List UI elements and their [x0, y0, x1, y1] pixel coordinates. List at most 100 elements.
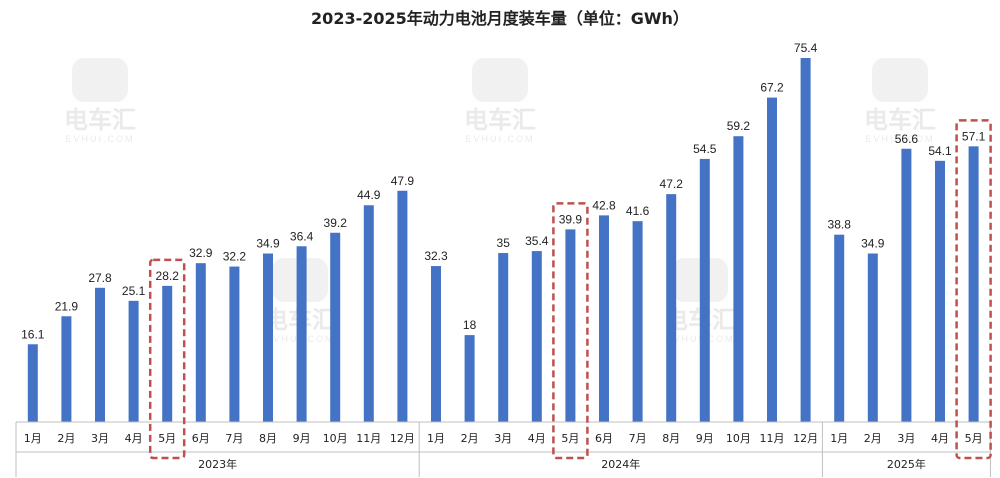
- highlight-box: [148, 258, 186, 460]
- value-label: 56.6: [895, 132, 919, 146]
- category-label: 11月: [356, 432, 381, 445]
- value-label: 35.4: [525, 234, 549, 248]
- category-label: 2月: [864, 432, 882, 445]
- category-label: 5月: [561, 432, 579, 445]
- bar: [935, 160, 945, 423]
- chart-title: 2023-2025年动力电池月度装车量（单位：GWh）: [311, 9, 689, 28]
- value-label: 47.9: [391, 174, 415, 188]
- watermark-sub: EVHUI.COM: [65, 134, 134, 144]
- value-label: 36.4: [290, 229, 314, 243]
- bar: [162, 285, 173, 422]
- category-label: 12月: [390, 432, 415, 445]
- value-label: 39.9: [559, 212, 583, 226]
- bar: [128, 300, 139, 422]
- value-label: 32.9: [189, 246, 213, 260]
- bar: [867, 253, 878, 422]
- watermark-text: 电车汇: [864, 106, 936, 134]
- year-label: 2025年: [887, 457, 926, 471]
- highlight-boxes: [148, 119, 992, 460]
- value-label: 32.2: [223, 250, 247, 264]
- value-label: 47.2: [660, 177, 684, 191]
- category-label: 7月: [225, 432, 243, 445]
- category-label: 10月: [726, 432, 751, 445]
- category-label: 5月: [158, 432, 176, 445]
- value-label: 27.8: [88, 271, 112, 285]
- watermark-text: 电车汇: [464, 106, 536, 134]
- bar: [531, 251, 542, 422]
- value-label: 28.2: [156, 269, 180, 283]
- bar: [263, 253, 273, 422]
- value-label: 75.4: [794, 41, 818, 55]
- bar: [968, 146, 979, 422]
- category-label: 3月: [91, 432, 109, 445]
- watermark-sub: EVHUI.COM: [665, 334, 734, 344]
- category-label: 7月: [629, 432, 647, 445]
- value-label: 21.9: [55, 299, 79, 313]
- category-label: 1月: [24, 432, 42, 445]
- category-label: 5月: [965, 432, 983, 445]
- year-label: 2024年: [601, 457, 640, 471]
- category-label: 6月: [595, 432, 613, 445]
- bar: [498, 253, 509, 422]
- watermark-sub: EVHUI.COM: [465, 134, 534, 144]
- watermark-text: 电车汇: [64, 106, 136, 134]
- value-label: 34.9: [256, 237, 280, 251]
- bar: [767, 97, 777, 422]
- value-label: 44.9: [357, 188, 381, 202]
- category-label: 11月: [760, 432, 785, 445]
- category-label: 2月: [461, 432, 479, 445]
- category-label: 6月: [192, 432, 210, 445]
- bar: [699, 158, 710, 422]
- watermark-sub: EVHUI.COM: [865, 134, 934, 144]
- bar: [296, 246, 307, 422]
- bar: [229, 266, 240, 422]
- bar: [61, 316, 72, 422]
- year-label: 2023年: [198, 457, 237, 471]
- value-label: 32.3: [424, 249, 448, 263]
- bars: [27, 58, 979, 423]
- category-label: 8月: [259, 432, 277, 445]
- category-label: 2月: [57, 432, 75, 445]
- value-label: 35: [497, 236, 511, 250]
- value-label: 18: [463, 318, 477, 332]
- category-label: 3月: [897, 432, 915, 445]
- category-label: 4月: [931, 432, 949, 445]
- category-label: 1月: [427, 432, 445, 445]
- value-label: 42.8: [592, 198, 616, 212]
- bar: [733, 136, 744, 422]
- value-label: 54.1: [928, 144, 952, 158]
- value-label: 41.6: [626, 204, 650, 218]
- bar: [397, 190, 408, 422]
- value-label: 16.1: [21, 327, 45, 341]
- value-label: 67.2: [760, 81, 784, 95]
- bar: [195, 263, 206, 422]
- category-label: 9月: [293, 432, 311, 445]
- highlight-box: [552, 202, 589, 460]
- category-label: 12月: [793, 432, 818, 445]
- value-label: 39.2: [324, 216, 348, 230]
- value-label: 57.1: [962, 129, 986, 143]
- bar: [27, 344, 38, 422]
- category-label: 3月: [494, 432, 512, 445]
- category-label: 9月: [696, 432, 714, 445]
- category-label: 1月: [830, 432, 848, 445]
- bar: [330, 232, 341, 422]
- watermark-logo-icon: [872, 58, 928, 102]
- value-label: 25.1: [122, 284, 146, 298]
- value-label: 59.2: [727, 119, 751, 133]
- category-label: 10月: [323, 432, 348, 445]
- bar: [565, 229, 576, 422]
- category-label: 4月: [528, 432, 546, 445]
- value-label: 54.5: [693, 142, 717, 156]
- bar: [363, 205, 374, 422]
- bar: [800, 58, 811, 422]
- bar: [431, 266, 441, 422]
- bar: [464, 335, 475, 422]
- bar: [632, 221, 643, 422]
- value-label: 38.8: [828, 218, 852, 232]
- bar: [901, 148, 912, 423]
- bar: [666, 194, 677, 422]
- highlight-box: [955, 119, 992, 460]
